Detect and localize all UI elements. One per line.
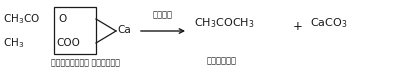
Text: COO: COO xyxy=(56,38,80,48)
Bar xyxy=(54,7,96,54)
Text: CH$_3$: CH$_3$ xyxy=(3,36,24,50)
Text: आसवन: आसवन xyxy=(153,11,173,20)
Text: कैल्सीयम एसीटेट: कैल्सीयम एसीटेट xyxy=(51,59,119,68)
Text: CaCO$_3$: CaCO$_3$ xyxy=(310,16,347,30)
Text: Ca: Ca xyxy=(117,25,131,35)
Text: एसीटोन: एसीटोन xyxy=(207,57,237,66)
Text: CH$_3$CO: CH$_3$CO xyxy=(3,12,40,26)
Text: +: + xyxy=(293,21,303,34)
Text: CH$_3$COCH$_3$: CH$_3$COCH$_3$ xyxy=(194,16,254,30)
Text: O: O xyxy=(58,14,66,24)
